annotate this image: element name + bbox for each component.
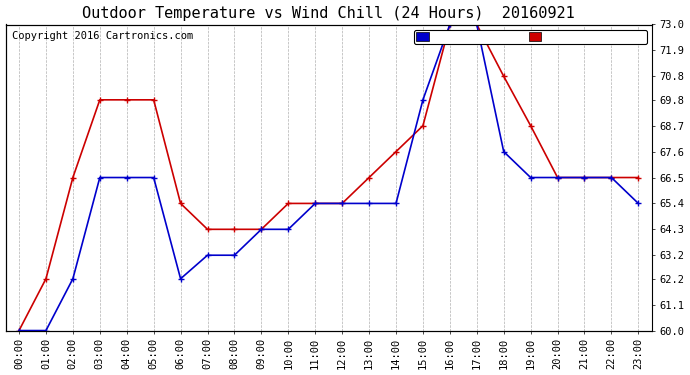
Title: Outdoor Temperature vs Wind Chill (24 Hours)  20160921: Outdoor Temperature vs Wind Chill (24 Ho…	[82, 6, 575, 21]
Text: Copyright 2016 Cartronics.com: Copyright 2016 Cartronics.com	[12, 31, 193, 40]
Legend: Wind Chill (°F), Temperature (°F): Wind Chill (°F), Temperature (°F)	[414, 30, 647, 44]
